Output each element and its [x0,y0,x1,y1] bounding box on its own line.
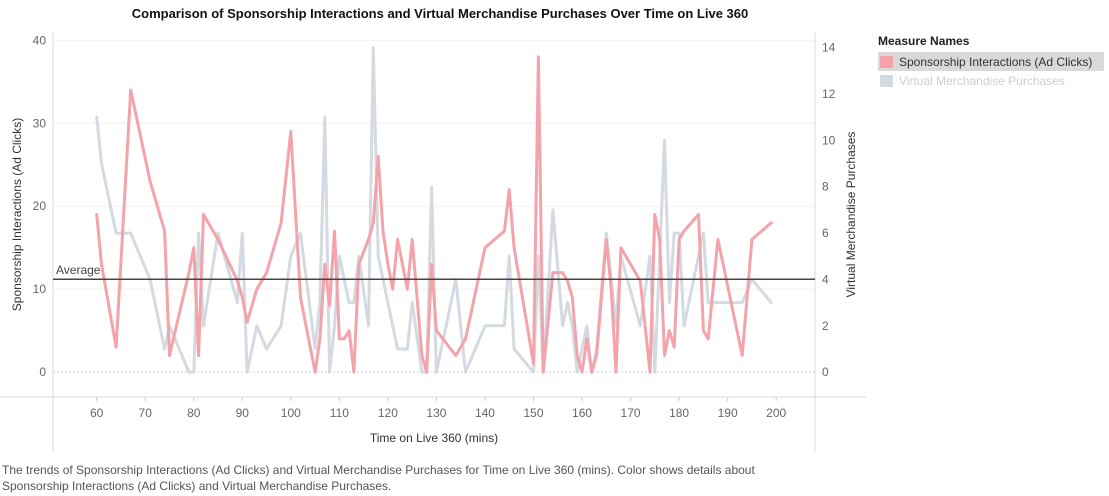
legend-label-sponsorship: Sponsorship Interactions (Ad Clicks) [899,54,1093,69]
y-axis-title: Sponsorship Interactions (Ad Clicks) [10,118,24,311]
x-tick-label: 160 [572,406,592,420]
x-tick-label: 60 [90,406,104,420]
y2-tick-label: 6 [822,226,829,240]
x-tick-label: 80 [187,406,201,420]
x-tick-label: 120 [378,406,398,420]
y-tick-label: 20 [33,199,47,213]
y2-tick-label: 10 [822,133,836,147]
y2-tick-label: 8 [822,180,829,194]
legend: Measure Names Sponsorship Interactions (… [878,34,1104,90]
y2-tick-label: 4 [822,272,829,286]
x-tick-label: 100 [281,406,301,420]
y-tick-label: 10 [33,282,47,296]
y2-tick-label: 14 [822,41,836,55]
legend-swatch-sponsorship [880,55,893,68]
chart-title: Comparison of Sponsorship Interactions a… [131,6,749,21]
x-tick-label: 110 [330,406,349,420]
x-tick-label: 200 [766,406,786,420]
y2-tick-label: 2 [822,319,829,333]
average-label: Average [56,263,101,277]
x-tick-label: 140 [475,406,495,420]
y-tick-label: 0 [39,365,46,379]
legend-label-merchandise: Virtual Merchandise Purchases [899,73,1065,88]
x-tick-label: 180 [669,406,689,420]
y-tick-label: 40 [33,33,47,47]
y2-tick-label: 12 [822,87,836,101]
chart-caption: The trends of Sponsorship Interactions (… [2,463,755,493]
x-tick-label: 190 [718,406,738,420]
series-line-sponsorship [95,55,773,374]
y-tick-label: 30 [33,116,47,130]
y2-tick-label: 0 [822,365,829,379]
x-tick-label: 150 [523,406,543,420]
legend-item-merchandise[interactable]: Virtual Merchandise Purchases [878,71,1104,90]
x-axis-title: Time on Live 360 (mins) [370,431,498,445]
y2-axis-title: Virtual Merchandise Purchases [844,132,858,298]
legend-item-sponsorship[interactable]: Sponsorship Interactions (Ad Clicks) [878,52,1104,71]
line-chart: 0 10 20 30 40 0 2 4 6 8 10 12 14 60 70 80 90 100 110 120 130… [0,32,866,452]
x-tick-label: 130 [426,406,446,420]
legend-title: Measure Names [878,34,970,48]
legend-swatch-merchandise [880,74,893,87]
x-tick-label: 170 [621,406,641,420]
x-tick-label: 70 [139,406,153,420]
x-tick-label: 90 [236,406,250,420]
